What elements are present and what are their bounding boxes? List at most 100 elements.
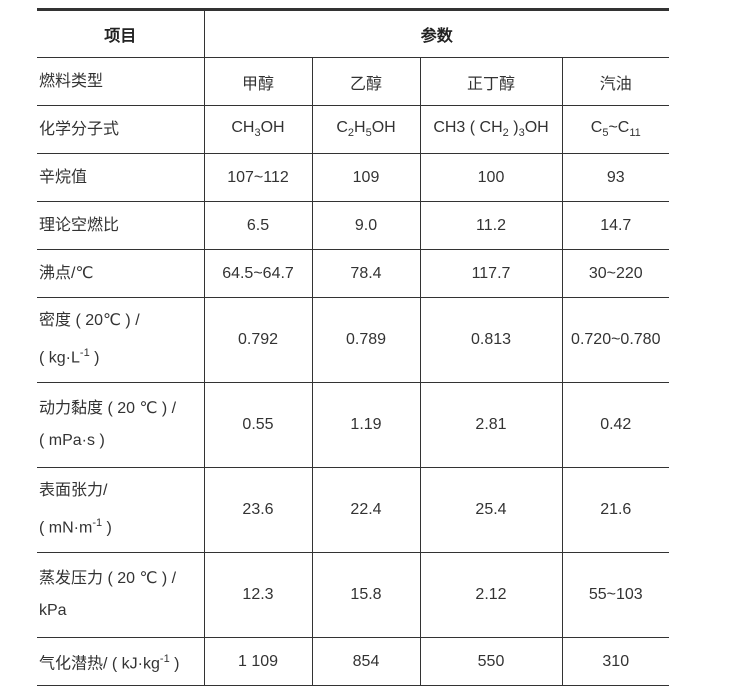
- table-row: 表面张力/ ( mN·m-1 ) 23.6 22.4 25.4 21.6: [37, 467, 670, 553]
- cell-text: 6.5: [246, 216, 270, 234]
- table-row: 化学分子式 CH3OH C2H5OH CH3 ( CH2 )3OH C5~C11: [37, 105, 670, 154]
- cell-text: kPa: [39, 602, 67, 619]
- cell-text: 0.789: [345, 331, 387, 348]
- header-params: 参数: [203, 8, 670, 58]
- cell-text: C: [590, 119, 603, 137]
- cell-text: 动力黏度 ( 20 ℃ ) /: [39, 400, 177, 417]
- cell-text: ( kg·L: [39, 349, 80, 367]
- cell-text: 854: [352, 652, 380, 670]
- value-cell: 乙醇: [311, 57, 421, 106]
- value-cell: 550: [419, 637, 563, 686]
- row-label: 化学分子式: [37, 105, 205, 154]
- cell-text: 22.4: [350, 501, 382, 518]
- subscript-text: 2: [502, 127, 509, 140]
- cell-text: 甲醇: [241, 75, 274, 93]
- cell-text: 蒸发压力 ( 20 ℃ ) /: [39, 570, 177, 587]
- value-cell: CH3 ( CH2 )3OH: [419, 105, 563, 154]
- value-cell: 12.3: [203, 552, 313, 638]
- value-cell: 23.6: [203, 467, 313, 553]
- value-cell: 0.792: [203, 297, 313, 383]
- table-row: 沸点/℃ 64.5~64.7 78.4 117.7 30~220: [37, 249, 670, 298]
- cell-text: ~C: [608, 119, 630, 137]
- value-cell: C5~C11: [561, 105, 670, 154]
- cell-text: 乙醇: [349, 75, 382, 93]
- cell-text: 燃料类型: [39, 72, 104, 90]
- table-row: 蒸发压力 ( 20 ℃ ) / kPa 12.3 15.8 2.12 55~103: [37, 552, 670, 638]
- cell-text: 0.720~0.780: [571, 331, 661, 348]
- cell-text: ): [508, 119, 519, 137]
- value-cell: C2H5OH: [311, 105, 421, 154]
- cell-text: 表面张力/: [39, 482, 108, 500]
- header-row: 项目 参数: [37, 8, 670, 58]
- row-label: 沸点/℃: [37, 249, 205, 298]
- cell-text: 12.3: [242, 586, 274, 603]
- value-cell: 22.4: [311, 467, 421, 553]
- value-cell: 64.5~64.7: [203, 249, 313, 298]
- cell-text: 2.12: [475, 586, 507, 603]
- cell-text: 550: [477, 652, 505, 670]
- row-label: 燃料类型: [37, 57, 205, 106]
- supscript-text: -1: [92, 517, 103, 530]
- cell-text: 1.19: [350, 416, 382, 433]
- value-cell: 117.7: [419, 249, 563, 298]
- cell-text: 汽油: [599, 75, 632, 93]
- cell-text: 0.792: [237, 331, 279, 348]
- table-row: 燃料类型 甲醇 乙醇 正丁醇 汽油: [37, 57, 670, 106]
- value-cell: 11.2: [419, 201, 563, 250]
- value-cell: 0.789: [311, 297, 421, 383]
- value-cell: CH3OH: [203, 105, 313, 154]
- value-cell: 14.7: [561, 201, 670, 250]
- cell-text: 21.6: [600, 501, 632, 518]
- cell-text: 93: [606, 168, 625, 186]
- cell-text: OH: [260, 119, 285, 137]
- value-cell: 2.12: [419, 552, 563, 638]
- cell-text: 2.81: [475, 416, 507, 433]
- cell-text: ): [102, 519, 112, 537]
- row-label: 蒸发压力 ( 20 ℃ ) / kPa: [37, 552, 205, 638]
- cell-text: 23.6: [242, 501, 274, 518]
- table-row: 辛烷值 107~112 109 100 93: [37, 153, 670, 202]
- cell-text: 11.2: [476, 216, 506, 234]
- fuel-properties-table: 项目 参数 燃料类型 甲醇 乙醇 正丁醇 汽油 化学分子式 CH3OH C2H5OH CH3 (…: [37, 8, 670, 686]
- value-cell: 78.4: [311, 249, 421, 298]
- row-label: 表面张力/ ( mN·m-1 ): [37, 467, 205, 553]
- value-cell: 107~112: [203, 153, 313, 202]
- cell-text: 沸点/℃: [39, 264, 94, 282]
- supscript-text: -1: [79, 347, 90, 360]
- cell-text: 64.5~64.7: [222, 264, 294, 282]
- cell-text: ( mPa·s ): [39, 432, 105, 449]
- cell-text: 100: [477, 168, 505, 186]
- cell-text: 理论空燃比: [39, 216, 120, 234]
- cell-text: 15.8: [350, 586, 382, 603]
- value-cell: 正丁醇: [419, 57, 563, 106]
- cell-text: 密度 ( 20℃ ) /: [39, 312, 140, 330]
- table-row: 气化潜热/ ( kJ·kg-1 ) 1 109 854 550 310: [37, 637, 670, 686]
- cell-text: CH: [231, 119, 255, 137]
- cell-text: 1 109: [237, 652, 279, 670]
- subscript-text: 11: [629, 127, 641, 140]
- header-item: 项目: [37, 8, 205, 58]
- cell-text: 0.42: [600, 416, 632, 433]
- cell-text: 25.4: [475, 501, 507, 518]
- cell-text: 化学分子式: [39, 120, 120, 138]
- value-cell: 汽油: [561, 57, 670, 106]
- subscript-text: 2: [347, 127, 354, 140]
- row-label: 动力黏度 ( 20 ℃ ) / ( mPa·s ): [37, 382, 205, 468]
- value-cell: 109: [311, 153, 421, 202]
- subscript-text: 3: [518, 127, 525, 140]
- value-cell: 0.55: [203, 382, 313, 468]
- value-cell: 9.0: [311, 201, 421, 250]
- cell-text: 109: [352, 168, 380, 186]
- cell-text: 310: [602, 652, 630, 670]
- cell-text: OH: [524, 119, 549, 137]
- cell-text: 0.813: [470, 331, 512, 348]
- value-cell: 1.19: [311, 382, 421, 468]
- cell-text: 正丁醇: [466, 75, 515, 93]
- cell-text: 气化潜热/ ( kJ·kg: [39, 655, 160, 673]
- cell-text: 0.55: [242, 416, 274, 433]
- value-cell: 甲醇: [203, 57, 313, 106]
- row-label: 密度 ( 20℃ ) / ( kg·L-1 ): [37, 297, 205, 383]
- cell-text: H: [354, 119, 366, 137]
- row-label: 气化潜热/ ( kJ·kg-1 ): [37, 637, 205, 686]
- cell-text: C: [336, 119, 348, 137]
